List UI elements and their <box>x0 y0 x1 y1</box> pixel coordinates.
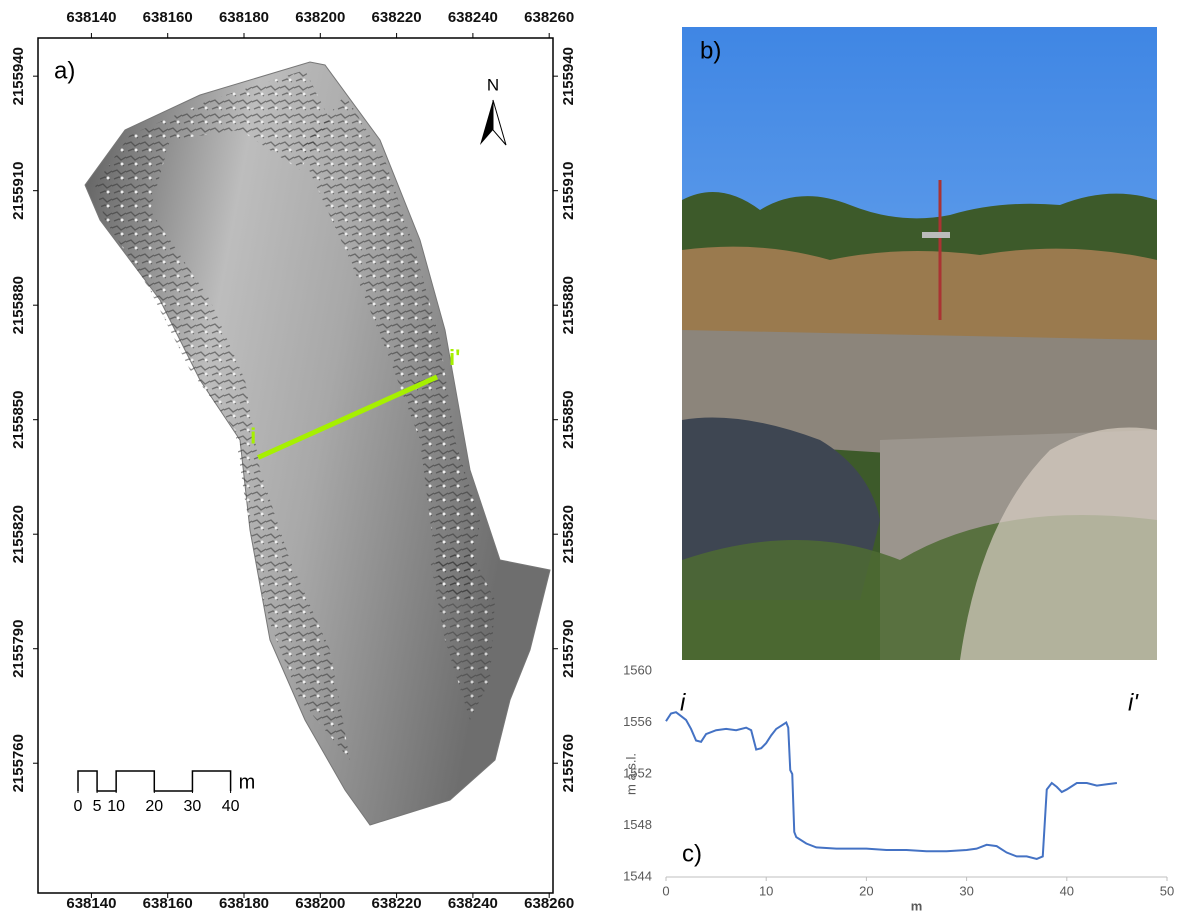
y-tick-label: 2155910 <box>10 161 27 219</box>
x-tick-label: 10 <box>759 883 773 898</box>
y-tick-label: 2155880 <box>560 276 577 334</box>
x-tick-label: 0 <box>662 883 669 898</box>
transect-line <box>257 374 439 460</box>
x-tick-label: 638260 <box>524 9 574 26</box>
y-tick-label: 2155790 <box>560 620 577 678</box>
x-tick-label: 638160 <box>143 9 193 26</box>
scale-label: 0 <box>74 798 83 815</box>
y-tick-label: 2155850 <box>10 390 27 448</box>
y-tick-label: 2155850 <box>560 390 577 448</box>
photo-panel <box>682 27 1157 660</box>
x-tick-label: 638240 <box>448 895 498 912</box>
y-tick-label: 1548 <box>623 817 652 832</box>
x-tick-label: 638260 <box>524 895 574 912</box>
north-label: N <box>487 75 499 94</box>
y-tick-label: 2155760 <box>560 734 577 792</box>
scale-label: 30 <box>184 798 202 815</box>
y-tick-label: 2155880 <box>10 276 27 334</box>
scale-label: 40 <box>222 798 240 815</box>
y-tick-label: 2155820 <box>10 505 27 563</box>
profile-line <box>665 711 1118 861</box>
scale-label: 20 <box>145 798 163 815</box>
panel-label: b) <box>700 37 721 64</box>
y-tick-label: 2155820 <box>560 505 577 563</box>
y-tick-label: 1544 <box>623 868 652 883</box>
rough-terrain <box>430 550 495 720</box>
scale-label: 5 <box>93 798 102 815</box>
panel-label: c) <box>682 840 702 867</box>
x-tick-label: 638200 <box>295 9 345 26</box>
x-tick-label: 638140 <box>66 9 116 26</box>
transect-label: i' <box>449 345 460 370</box>
x-tick-label: 638180 <box>219 9 269 26</box>
profile-chart: 1544 1548 1552 1556 1560 0 10 20 30 40 50 m m a.s.l.… <box>623 662 1174 913</box>
x-tick-label: 40 <box>1060 883 1074 898</box>
x-tick-label: 30 <box>959 883 973 898</box>
y-tick-label: 1560 <box>623 662 652 677</box>
y-tick-label: 2155940 <box>10 47 27 105</box>
scale-bar <box>77 770 232 792</box>
transect-label: i <box>250 423 256 448</box>
y-tick-label: 1552 <box>623 765 652 780</box>
rough-terrain <box>300 95 480 600</box>
x-tick-label: 638220 <box>372 895 422 912</box>
panel-label: a) <box>54 57 75 84</box>
scale-unit: m <box>239 771 256 793</box>
x-tick-label: 638180 <box>219 895 269 912</box>
x-tick-label: 638220 <box>372 9 422 26</box>
rough-terrain <box>95 70 350 760</box>
scale-label: 10 <box>107 798 125 815</box>
x-tick-label: 638200 <box>295 895 345 912</box>
y-tick-label: 2155940 <box>560 47 577 105</box>
x-tick-label: 638140 <box>66 895 116 912</box>
endpoint-label: i' <box>1128 689 1139 716</box>
map-panel <box>37 37 554 894</box>
x-tick-label: 50 <box>1160 883 1174 898</box>
endpoint-label: i <box>680 689 686 716</box>
y-tick-label: 1556 <box>623 714 652 729</box>
north-arrow <box>480 99 507 146</box>
y-tick-label: 2155790 <box>10 620 27 678</box>
y-axis-label: m a.s.l. <box>623 753 638 795</box>
x-tick-label: 638240 <box>448 9 498 26</box>
y-tick-label: 2155910 <box>560 161 577 219</box>
x-axis-label: m <box>911 898 923 913</box>
x-tick-label: 20 <box>859 883 873 898</box>
y-tick-label: 2155760 <box>10 734 27 792</box>
x-tick-label: 638160 <box>143 895 193 912</box>
